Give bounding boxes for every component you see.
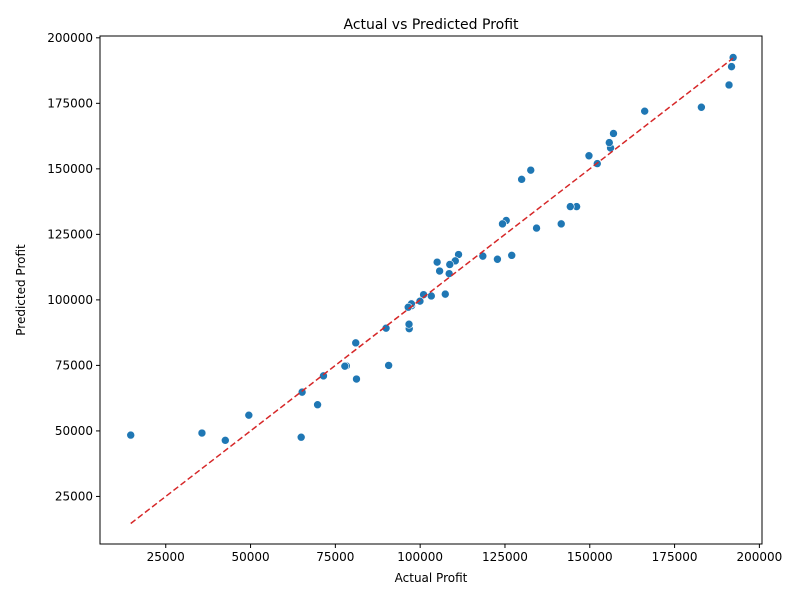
scatter-point-10 [584,151,594,161]
y-tick-label: 150000 [47,162,93,176]
scatter-point-16 [517,175,526,184]
x-tick-label: 125000 [482,550,528,564]
y-tick-label: 50000 [55,424,93,438]
scatter-point-20 [493,254,502,264]
scatter-point-49 [197,428,207,438]
x-tick-label: 50000 [231,550,269,564]
scatter-point-15 [526,165,536,175]
x-tick-label: 200000 [736,550,782,564]
scatter-point-25 [444,269,454,278]
scatter-point-39 [352,374,361,384]
scatter-point-2 [727,62,736,71]
x-tick-label: 150000 [567,550,613,564]
scatter-point-13 [556,219,566,229]
scatter-point-27 [435,266,444,276]
scatter-point-12 [565,202,575,211]
y-tick-label: 100000 [47,293,93,307]
scatter-point-40 [351,338,361,348]
scatter-point-3 [724,80,734,90]
scatter-point-37 [384,361,393,370]
y-tick-label: 175000 [47,96,93,110]
scatter-point-6 [609,129,618,138]
scatter-point-29 [426,291,436,301]
scatter-point-44 [313,400,322,410]
scatter-point-8 [604,138,614,147]
chart-title: Actual vs Predicted Profit [343,17,519,33]
scatter-point-46 [296,432,306,442]
y-axis-label: Predicted Profit [14,244,28,336]
x-tick-label: 75000 [316,550,354,564]
scatter-point-4 [697,102,706,112]
plot-marks [126,53,738,525]
y-tick-label: 125000 [47,227,93,241]
y-tick-label: 200000 [47,31,93,45]
scatter-point-35 [404,319,414,329]
x-tick-label: 100000 [397,550,443,564]
scatter-point-31 [415,296,425,306]
scatter-point-17 [507,251,517,260]
x-tick-label: 175000 [652,550,698,564]
scatter-point-19 [498,219,507,229]
scatter-point-28 [432,257,442,267]
scatter-point-48 [221,436,230,445]
x-axis-label: Actual Profit [395,571,468,585]
scatter-point-24 [445,260,455,269]
x-tick-label: 25000 [147,550,185,564]
scatter-point-38 [381,323,391,333]
y-tick-label: 75000 [55,358,93,372]
y-tick-label: 25000 [55,489,93,503]
x-axis-ticks: 25000 50000 75000 100000 125000 150000 175000 2… [147,544,782,564]
scatter-point-14 [532,223,541,233]
scatter-point-26 [440,289,450,299]
y-axis-ticks: 25000 50000 75000 100000 125000 150000 175000 2… [47,31,100,503]
scatter-point-5 [640,106,649,116]
scatter-point-47 [244,410,254,420]
scatter-point-36 [403,302,413,312]
scatter-point-50 [126,430,136,440]
reference-line [130,57,734,525]
plot-frame [99,35,763,545]
scatter-point-42 [340,361,350,371]
